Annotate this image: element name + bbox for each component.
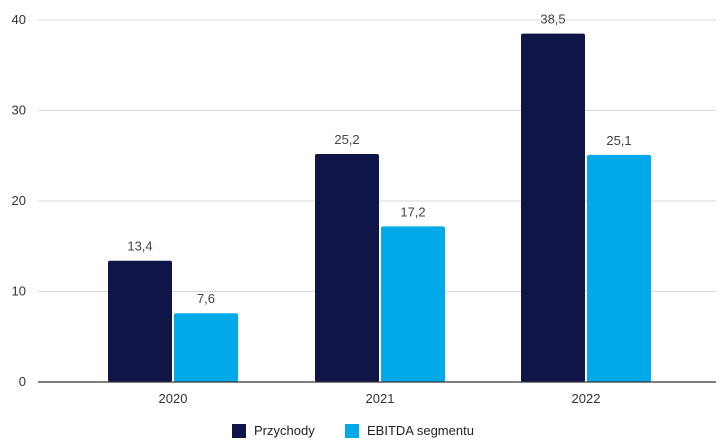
legend-item: EBITDA segmentu: [345, 423, 474, 438]
bar-ebitda-2020: [174, 313, 238, 382]
legend-label: Przychody: [254, 423, 315, 438]
x-tick-label: 2022: [572, 391, 601, 406]
y-tick-label: 20: [12, 193, 26, 208]
x-tick-label: 2020: [159, 391, 188, 406]
data-label: 25,2: [334, 132, 359, 147]
data-label: 25,1: [606, 133, 631, 148]
bar-przychody-2020: [108, 260, 172, 382]
data-label: 13,4: [127, 239, 152, 254]
x-axis-ticks: 2020 2021 2022: [159, 391, 601, 406]
legend: Przychody EBITDA segmentu: [232, 423, 474, 438]
legend-item: Przychody: [232, 423, 315, 438]
bar-przychody-2021: [315, 153, 379, 382]
y-tick-label: 30: [12, 103, 26, 118]
legend-label: EBITDA segmentu: [367, 423, 474, 438]
y-tick-label: 10: [12, 284, 26, 299]
x-tick-label: 2021: [366, 391, 395, 406]
y-tick-label: 0: [19, 374, 26, 389]
data-label: 38,5: [540, 12, 565, 27]
data-labels: 13,4 7,6 25,2 17,2 38,5 25,1: [127, 12, 631, 307]
bar-przychody-2022: [521, 33, 585, 382]
legend-swatch: [232, 424, 246, 438]
bar-ebitda-2021: [381, 226, 445, 382]
y-axis-ticks: 0 10 20 30 40: [12, 12, 26, 389]
data-label: 7,6: [197, 291, 215, 306]
y-tick-label: 40: [12, 12, 26, 27]
data-label: 17,2: [400, 204, 425, 219]
bar-ebitda-2022: [587, 154, 651, 382]
bar-series: [108, 33, 651, 382]
legend-swatch: [345, 424, 359, 438]
